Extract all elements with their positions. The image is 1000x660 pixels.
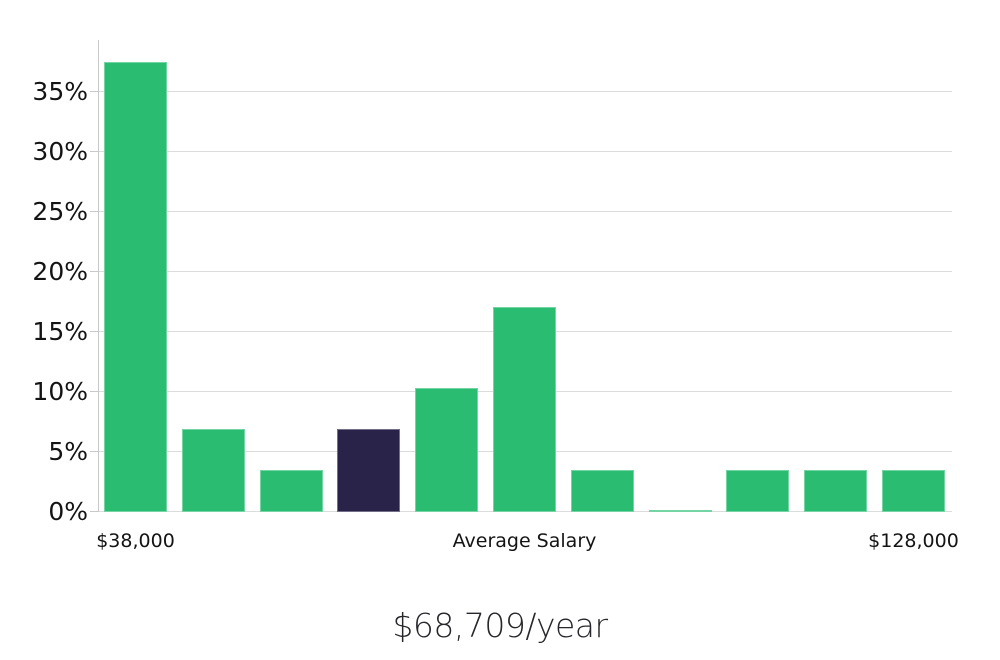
average-salary-per-year-title: $68,709/year — [392, 606, 608, 645]
y-tick-mark — [90, 330, 98, 332]
salary-bar — [415, 388, 479, 512]
salary-bar — [259, 470, 323, 512]
x-tick-label: Average Salary — [452, 530, 597, 552]
salary-bar — [493, 307, 556, 512]
x-tick-label: $38,000 — [96, 530, 175, 552]
salary-bar-highlighted — [337, 429, 401, 512]
x-tick-label: $128,000 — [868, 530, 959, 552]
y-tick-mark — [90, 390, 98, 392]
y-tick-mark — [90, 210, 98, 212]
y-tick-label: 25% — [32, 196, 88, 226]
plot-area: 0% 5% 10% 15% 20% 25% 30% 35% $38,000 Average Sal… — [32, 40, 959, 552]
y-tick-label: 35% — [32, 76, 88, 106]
y-tick-mark — [90, 150, 98, 152]
salary-bar — [804, 470, 868, 512]
salary-bar — [726, 470, 790, 512]
gridline — [99, 270, 952, 272]
salary-bar — [181, 429, 245, 512]
y-tick-mark — [90, 450, 98, 452]
y-tick-label: 0% — [48, 497, 88, 526]
salary-bar — [882, 470, 945, 512]
y-tick-label: 30% — [32, 136, 88, 166]
gridline — [99, 210, 952, 212]
y-tick-mark — [90, 270, 98, 272]
y-tick-label: 15% — [32, 316, 88, 346]
y-tick-label: 5% — [48, 436, 88, 466]
y-tick-mark — [90, 511, 98, 512]
gridline — [99, 150, 952, 152]
salary-bar — [648, 510, 712, 512]
gridline — [99, 90, 952, 92]
salary-bar — [570, 470, 634, 512]
salary-bar — [104, 62, 167, 512]
y-tick-mark — [90, 90, 98, 92]
y-tick-label: 20% — [32, 256, 88, 286]
y-tick-label: 10% — [32, 376, 88, 406]
